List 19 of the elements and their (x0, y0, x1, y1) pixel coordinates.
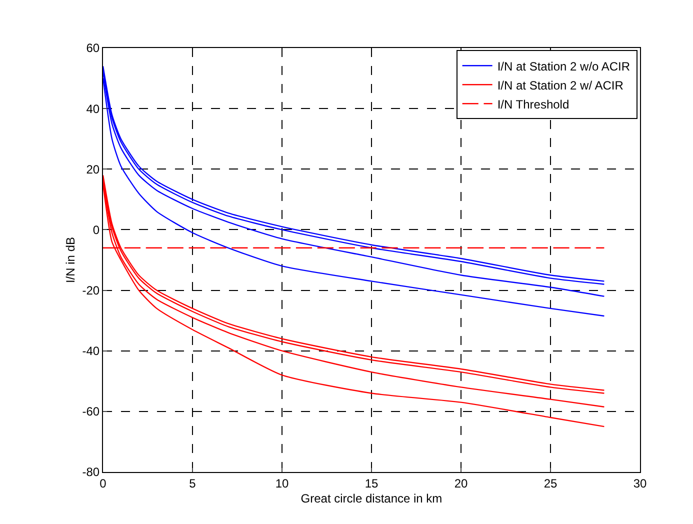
y-tick-label: -20 (82, 283, 100, 298)
y-tick-label: 0 (92, 222, 100, 237)
x-axis-title: Great circle distance in km (300, 491, 442, 506)
legend-label: I/N at Station 2 w/o ACIR (497, 59, 630, 74)
x-tick-label: 25 (544, 476, 558, 490)
y-tick-label: 20 (86, 162, 100, 176)
x-tick-label: 10 (275, 476, 289, 490)
legend-label: I/N at Station 2 w/ ACIR (497, 78, 624, 92)
y-tick-label: -60 (82, 404, 100, 419)
y-tick-label: 40 (86, 102, 100, 116)
y-tick-label: 60 (86, 41, 100, 56)
x-tick-label: 20 (454, 476, 468, 490)
x-tick-label: 5 (189, 476, 196, 490)
x-tick-label: 15 (364, 476, 378, 490)
x-tick-label: 30 (633, 476, 647, 490)
y-tick-label: -80 (82, 465, 100, 480)
y-tick-label: -40 (82, 344, 100, 358)
y-axis-title: I/N in dB (64, 236, 78, 284)
legend-label: I/N Threshold (497, 97, 570, 112)
